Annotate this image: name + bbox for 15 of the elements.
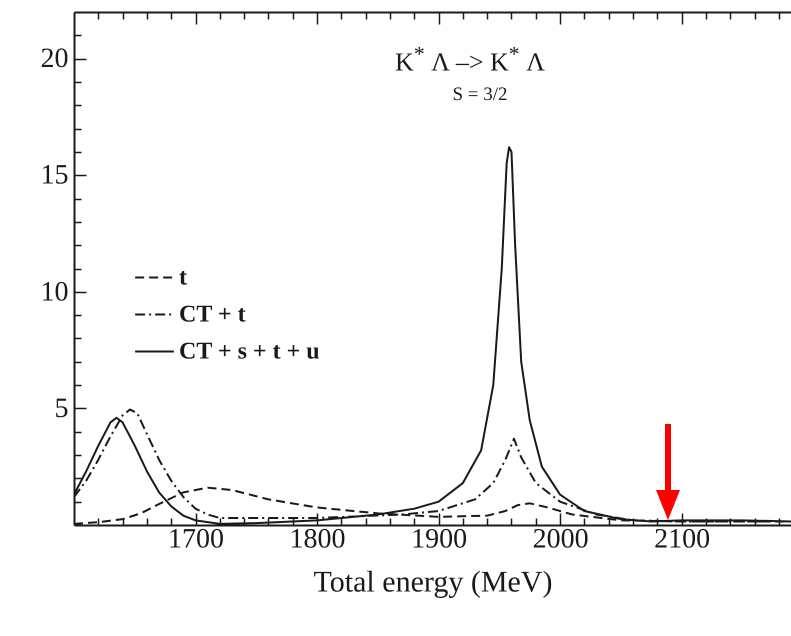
legend-label: CT + s + t + u — [179, 338, 320, 364]
text: K$^{*}$ Λ –> K$^{*}$ Λ — [394, 42, 546, 78]
x-tick-label: 1700 — [168, 524, 224, 554]
y-tick-label: 5 — [54, 392, 68, 424]
x-axis-title: Total energy (MeV) — [314, 566, 552, 598]
y-tick-label: 10 — [40, 276, 68, 308]
x-tick-label: 1800 — [290, 524, 346, 554]
y-tick-label: 20 — [40, 43, 68, 74]
legend-label: CT + t — [179, 302, 246, 328]
x-tick-label: 2000 — [532, 524, 589, 554]
x-tick-label: 1900 — [411, 524, 468, 554]
x-tick-label: 2100 — [654, 524, 710, 554]
y-tick-label: 15 — [40, 160, 68, 191]
legend-label: t — [179, 264, 187, 290]
text: S = 3/2 — [451, 84, 509, 106]
